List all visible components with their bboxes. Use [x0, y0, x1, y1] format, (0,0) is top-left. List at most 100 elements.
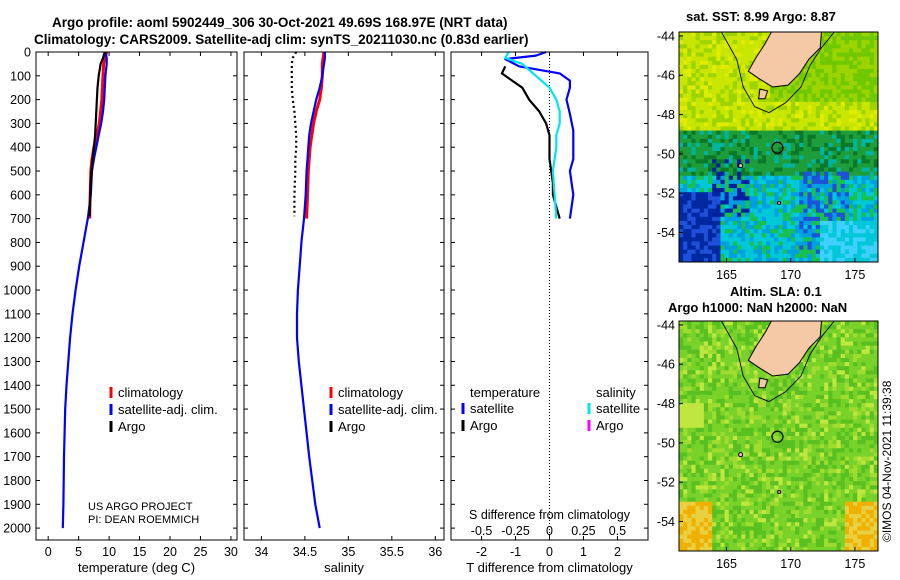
- field-cell: [728, 390, 734, 396]
- field-cell: [716, 522, 721, 527]
- field-cell: [828, 321, 833, 326]
- field-cell: [695, 530, 701, 535]
- field-cell: [811, 456, 817, 462]
- field-cell: [857, 130, 862, 136]
- field-cell: [790, 456, 796, 462]
- field-cell: [724, 518, 730, 523]
- field-cell: [790, 151, 796, 156]
- field-cell: [679, 93, 684, 99]
- field-cell: [857, 134, 862, 140]
- field-cell: [691, 81, 696, 86]
- field-cell: [811, 468, 817, 474]
- field-cell: [795, 427, 800, 433]
- x-tick-label: 30: [224, 545, 238, 559]
- field-cell: [691, 48, 696, 53]
- field-cell: [741, 394, 746, 400]
- field-cell: [679, 110, 684, 115]
- field-cell: [741, 329, 746, 334]
- field-cell: [720, 353, 726, 359]
- field-cell: [683, 138, 688, 144]
- field-cell: [774, 225, 779, 230]
- field-cell: [795, 229, 800, 234]
- field-cell: [766, 171, 771, 177]
- field-cell: [778, 444, 784, 449]
- field-cell: [741, 52, 746, 58]
- field-cell: [683, 114, 688, 119]
- field-cell: [712, 514, 717, 519]
- field-cell: [782, 142, 788, 148]
- field-cell: [732, 138, 738, 144]
- field-cell: [724, 216, 730, 222]
- field-cell: [708, 52, 713, 58]
- field-cell: [836, 126, 842, 131]
- field-cell: [753, 245, 759, 251]
- field-cell: [824, 505, 829, 511]
- lat-tick-label: -54: [657, 226, 675, 240]
- field-cell: [803, 534, 808, 540]
- field-cell: [724, 427, 730, 433]
- field-cell: [861, 48, 866, 53]
- field-cell: [691, 159, 696, 164]
- depth-tick-label: 1800: [3, 474, 31, 488]
- field-cell: [828, 36, 833, 41]
- field-cell: [873, 147, 879, 152]
- field-cell: [757, 394, 763, 400]
- field-cell: [865, 175, 871, 181]
- field-cell: [720, 333, 726, 338]
- field-cell: [699, 101, 705, 107]
- field-cell: [844, 183, 850, 189]
- field-cell: [819, 122, 825, 127]
- field-cell: [782, 147, 788, 152]
- field-cell: [691, 229, 696, 234]
- field-cell: [811, 159, 817, 164]
- field-cell: [786, 378, 792, 384]
- field-cell: [745, 366, 750, 371]
- field-cell: [807, 93, 813, 99]
- field-cell: [712, 407, 717, 412]
- field-cell: [687, 337, 692, 342]
- field-cell: [691, 126, 696, 131]
- field-cell: [774, 382, 779, 388]
- field-cell: [732, 147, 738, 152]
- field-cell: [815, 56, 821, 62]
- field-cell: [687, 522, 692, 527]
- field-cell: [832, 257, 837, 263]
- field-cell: [679, 477, 684, 482]
- field-cell: [865, 155, 871, 160]
- field-cell: [803, 436, 808, 441]
- field-cell: [844, 155, 850, 160]
- field-cell: [737, 60, 742, 66]
- field-cell: [712, 481, 717, 486]
- field-cell: [815, 60, 821, 66]
- field-cell: [708, 68, 713, 74]
- field-cell: [683, 501, 688, 507]
- field-cell: [732, 60, 738, 66]
- field-cell: [720, 114, 726, 119]
- field-cell: [687, 448, 692, 453]
- field-cell: [782, 130, 788, 136]
- field-cell: [803, 216, 808, 222]
- field-cell: [724, 485, 730, 490]
- field-cell: [724, 366, 730, 371]
- field-cell: [737, 97, 742, 103]
- field-cell: [703, 514, 709, 519]
- field-cell: [861, 97, 866, 103]
- field-cell: [679, 509, 684, 515]
- field-cell: [679, 147, 684, 152]
- field-cell: [708, 212, 713, 218]
- field-cell: [728, 399, 734, 404]
- depth-tick-label: 100: [10, 69, 31, 83]
- field-cell: [770, 134, 775, 140]
- field-cell: [749, 192, 755, 197]
- field-cell: [819, 394, 825, 400]
- field-cell: [803, 485, 808, 490]
- field-cell: [790, 440, 796, 445]
- field-cell: [687, 505, 692, 511]
- field-cell: [853, 114, 858, 119]
- field-cell: [778, 399, 784, 404]
- field-cell: [795, 485, 800, 490]
- field-cell: [716, 151, 721, 156]
- field-cell: [803, 538, 808, 544]
- field-cell: [824, 325, 829, 330]
- field-cell: [695, 382, 701, 388]
